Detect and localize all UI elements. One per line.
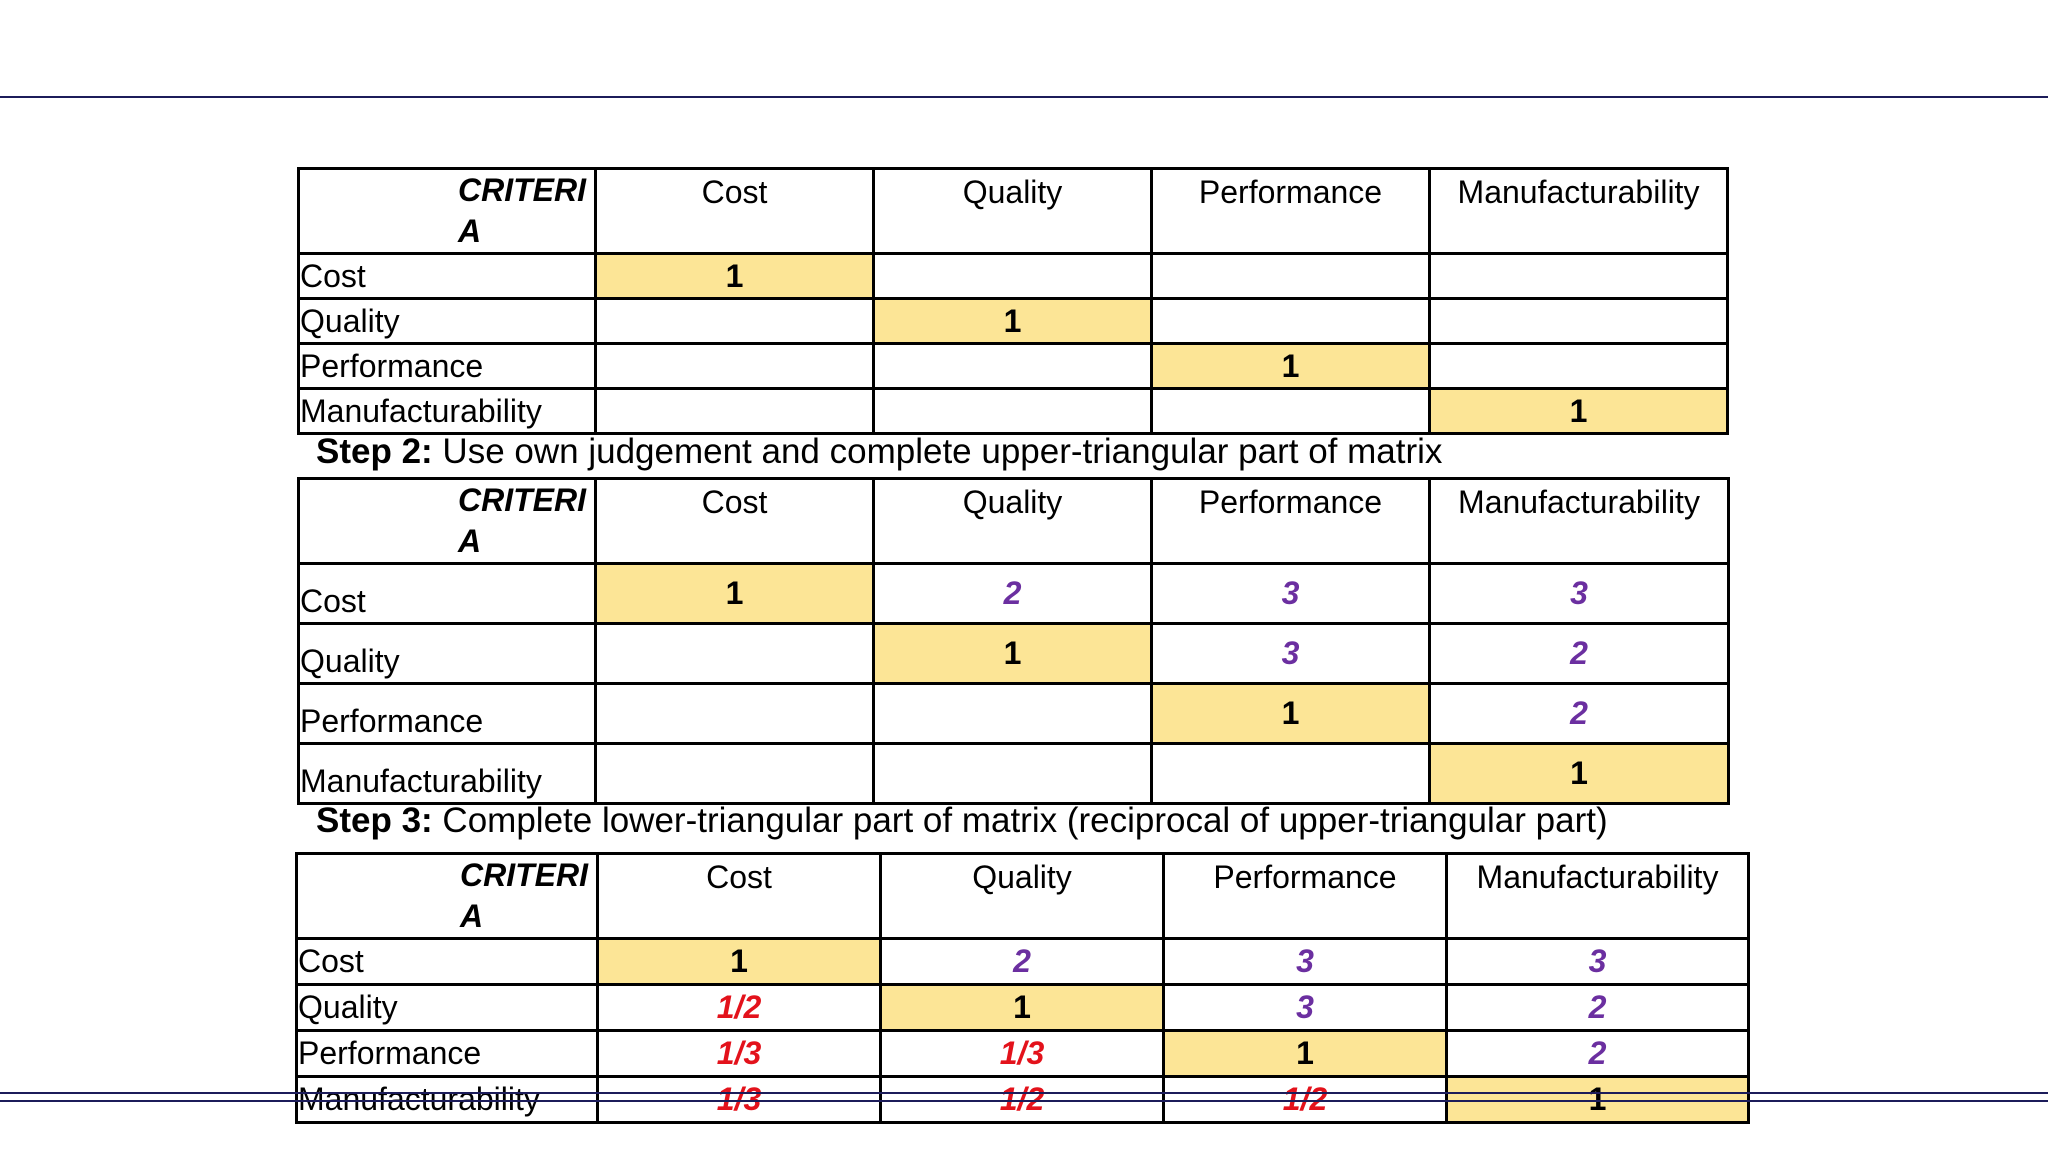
matrix-cell — [1428, 252, 1729, 300]
column-header-performance: Performance — [1162, 852, 1448, 940]
matrix-cell: 1 — [594, 252, 875, 300]
matrix-cell — [594, 387, 875, 435]
matrix-cell — [1150, 297, 1431, 345]
matrix-cell: 2 — [1428, 682, 1730, 745]
matrix-cell — [1150, 742, 1431, 805]
matrix-cell: 1 — [1428, 742, 1730, 805]
header-rule — [0, 96, 2048, 98]
matrix-cell: 2 — [1445, 983, 1750, 1032]
row-header-quality: Quality — [297, 297, 597, 345]
column-header-quality: Quality — [879, 852, 1165, 940]
matrix-cell: 1 — [872, 297, 1153, 345]
matrix-cell — [594, 682, 875, 745]
matrix-cell — [594, 297, 875, 345]
row-header-performance: Performance — [297, 342, 597, 390]
column-header-manufacturability: Manufacturability — [1428, 167, 1729, 255]
matrix-cell: 1/3 — [596, 1075, 882, 1124]
step2-label: Step 2: — [316, 432, 433, 471]
matrix-cell: 1 — [872, 622, 1153, 685]
matrix-cell: 1/2 — [879, 1075, 1165, 1124]
matrix-cell — [1428, 342, 1729, 390]
footer-rule — [0, 1092, 2048, 1094]
column-header-performance: Performance — [1150, 477, 1431, 565]
row-header-cost: Cost — [295, 937, 599, 986]
matrix-cell — [594, 342, 875, 390]
matrix-cell — [1150, 387, 1431, 435]
row-header-performance: Performance — [297, 682, 597, 745]
matrix-cell: 2 — [1428, 622, 1730, 685]
column-header-quality: Quality — [872, 477, 1153, 565]
matrix-cell — [594, 622, 875, 685]
matrix-table-step1: CRITERI A Cost Quality Performance Manufa… — [297, 167, 1729, 435]
criteria-header: CRITERI A — [297, 167, 597, 255]
step2-text: Use own judgement and complete upper-tri… — [432, 432, 1443, 471]
matrix-cell: 2 — [879, 937, 1165, 986]
criteria-header: CRITERI A — [295, 852, 599, 940]
matrix-table-step3: CRITERI A Cost Quality Performance Manufa… — [295, 852, 1750, 1124]
matrix-cell: 1/3 — [596, 1029, 882, 1078]
step3-caption: Step 3: Complete lower-triangular part o… — [316, 801, 1608, 841]
matrix-cell — [594, 742, 875, 805]
column-header-quality: Quality — [872, 167, 1153, 255]
matrix-cell: 2 — [1445, 1029, 1750, 1078]
matrix-cell — [872, 682, 1153, 745]
step3-label: Step 3: — [316, 801, 433, 840]
column-header-cost: Cost — [594, 477, 875, 565]
criteria-header: CRITERI A — [297, 477, 597, 565]
matrix-cell: 1 — [1150, 682, 1431, 745]
matrix-cell: 1 — [879, 983, 1165, 1032]
column-header-manufacturability: Manufacturability — [1445, 852, 1750, 940]
row-header-cost: Cost — [297, 252, 597, 300]
matrix-cell: 1/3 — [879, 1029, 1165, 1078]
step2-caption: Step 2: Use own judgement and complete u… — [316, 432, 1442, 472]
matrix-cell: 3 — [1162, 983, 1448, 1032]
matrix-cell — [872, 252, 1153, 300]
matrix-cell: 1/2 — [1162, 1075, 1448, 1124]
matrix-cell: 2 — [872, 562, 1153, 625]
matrix-cell — [872, 387, 1153, 435]
matrix-cell: 1 — [1150, 342, 1431, 390]
column-header-performance: Performance — [1150, 167, 1431, 255]
matrix-cell: 3 — [1150, 622, 1431, 685]
matrix-cell — [872, 742, 1153, 805]
matrix-cell — [1150, 252, 1431, 300]
column-header-manufacturability: Manufacturability — [1428, 477, 1730, 565]
matrix-cell: 3 — [1150, 562, 1431, 625]
row-header-performance: Performance — [295, 1029, 599, 1078]
matrix-cell: 1 — [594, 562, 875, 625]
matrix-cell: 3 — [1445, 937, 1750, 986]
column-header-cost: Cost — [594, 167, 875, 255]
matrix-cell: 3 — [1162, 937, 1448, 986]
step3-text: Complete lower-triangular part of matrix… — [432, 801, 1608, 840]
matrix-cell: 1/2 — [596, 983, 882, 1032]
matrix-cell: 1 — [596, 937, 882, 986]
row-header-cost: Cost — [297, 562, 597, 625]
matrix-cell: 1 — [1428, 387, 1729, 435]
matrix-cell — [872, 342, 1153, 390]
footer-rule — [0, 1100, 2048, 1102]
column-header-cost: Cost — [596, 852, 882, 940]
matrix-cell: 3 — [1428, 562, 1730, 625]
matrix-cell: 1 — [1445, 1075, 1750, 1124]
matrix-table-step2: CRITERI A Cost Quality Performance Manufa… — [297, 477, 1730, 805]
row-header-quality: Quality — [297, 622, 597, 685]
matrix-cell — [1428, 297, 1729, 345]
row-header-manufacturability: Manufacturability — [295, 1075, 599, 1124]
row-header-manufacturability: Manufacturability — [297, 387, 597, 435]
row-header-manufacturability: Manufacturability — [297, 742, 597, 805]
matrix-cell: 1 — [1162, 1029, 1448, 1078]
row-header-quality: Quality — [295, 983, 599, 1032]
